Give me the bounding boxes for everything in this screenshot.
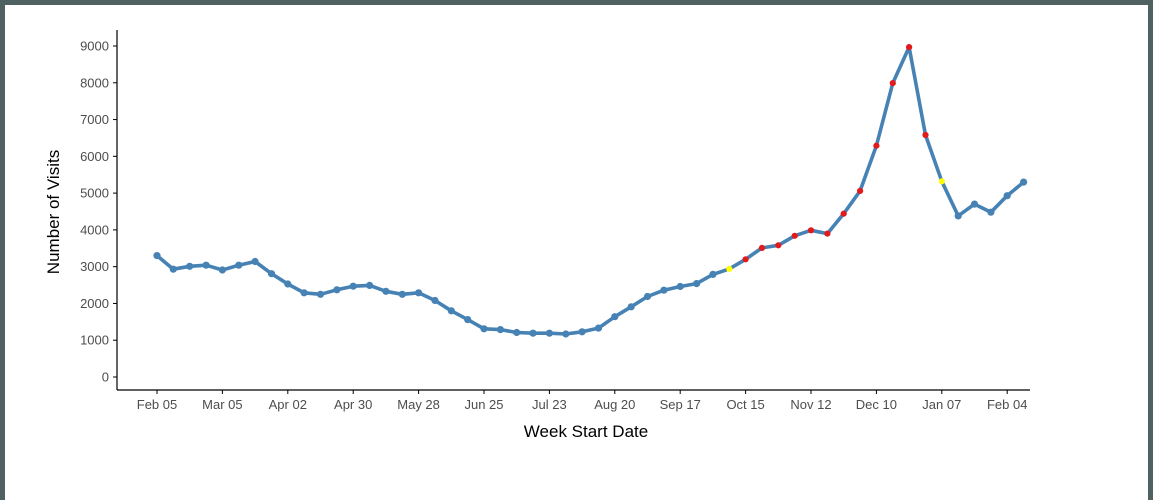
y-tick-label: 2000 [80, 296, 109, 311]
data-point [775, 242, 782, 249]
y-tick-label: 1000 [80, 333, 109, 348]
data-point [186, 262, 194, 270]
data-point [807, 227, 815, 234]
data-point [627, 303, 635, 311]
data-point [742, 256, 749, 263]
data-point [1003, 192, 1011, 200]
data-point [709, 270, 717, 278]
data-point [366, 281, 374, 289]
data-point [235, 261, 243, 269]
x-tick-label: Apr 30 [334, 397, 372, 412]
data-point [643, 292, 652, 301]
data-point [316, 290, 325, 298]
data-point [824, 230, 831, 237]
data-point [611, 313, 619, 321]
y-tick-label: 4000 [80, 222, 109, 237]
x-tick-label: Apr 02 [269, 397, 307, 412]
data-point [857, 187, 864, 194]
series-line [155, 45, 1026, 336]
data-point [284, 280, 292, 288]
x-tick-label: Jul 23 [532, 397, 567, 412]
data-point [398, 290, 406, 298]
y-tick-label: 9000 [80, 39, 109, 54]
data-point [267, 270, 276, 278]
data-point [169, 265, 177, 273]
data-point [333, 286, 341, 294]
data-point [938, 178, 945, 185]
x-tick-label: Feb 04 [987, 397, 1027, 412]
data-point [545, 329, 554, 337]
x-tick-label: Aug 20 [594, 397, 635, 412]
data-point [594, 324, 603, 332]
y-tick-label: 6000 [80, 149, 109, 164]
data-point [889, 80, 896, 87]
data-point [758, 244, 766, 251]
data-point [464, 316, 472, 324]
data-point [970, 200, 979, 208]
data-point [496, 326, 504, 334]
x-tick-label: Oct 15 [726, 397, 764, 412]
data-point [1020, 178, 1028, 186]
data-point [660, 286, 668, 294]
y-tick-label: 8000 [80, 75, 109, 90]
data-point [578, 328, 586, 336]
x-tick-label: Feb 05 [137, 397, 177, 412]
data-point [153, 252, 161, 260]
data-point [562, 330, 570, 338]
x-tick-label: Nov 12 [790, 397, 831, 412]
x-tick-label: Jun 25 [464, 397, 503, 412]
x-axis-title: Week Start Date [524, 422, 648, 441]
y-axis-title: Number of Visits [44, 150, 63, 274]
data-point [922, 131, 929, 139]
data-point [513, 328, 521, 337]
data-point [349, 282, 357, 290]
data-point [431, 296, 439, 305]
data-point [693, 280, 701, 288]
data-point [676, 282, 684, 291]
y-axis-ticks: 0 1000 2000 3000 4000 5000 6000 7000 8000 9000 [80, 39, 117, 385]
data-point [202, 261, 210, 269]
data-point [529, 329, 537, 337]
data-point [791, 232, 798, 239]
data-point [987, 208, 995, 216]
data-point [415, 289, 423, 297]
x-tick-label: Sep 17 [660, 397, 701, 412]
y-tick-label: 7000 [80, 112, 109, 127]
x-axis-ticks: Feb 05 Mar 05 Apr 02 Apr 30 May 28 Jun 25 Jul … [137, 390, 1027, 412]
y-tick-label: 0 [102, 370, 109, 385]
data-point [382, 287, 390, 295]
data-point [447, 307, 455, 315]
data-point [726, 265, 733, 272]
data-point [251, 257, 259, 266]
data-point [300, 289, 308, 297]
x-tick-label: Jan 07 [922, 397, 961, 412]
data-point [954, 212, 962, 220]
x-tick-label: Dec 10 [856, 397, 897, 412]
data-points [153, 44, 1028, 338]
x-tick-label: Mar 05 [202, 397, 242, 412]
y-tick-label: 3000 [80, 259, 109, 274]
x-tick-label: May 28 [397, 397, 440, 412]
y-tick-label: 5000 [80, 186, 109, 201]
data-point [840, 210, 847, 217]
data-point [218, 266, 226, 274]
data-point [906, 44, 913, 51]
data-point [480, 325, 488, 333]
data-point [873, 142, 880, 149]
